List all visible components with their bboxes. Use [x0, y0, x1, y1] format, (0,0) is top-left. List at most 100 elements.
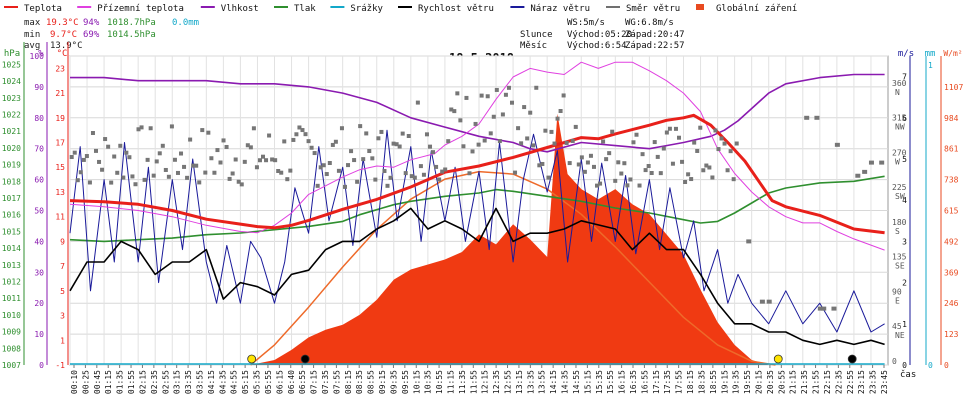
axis-tick-label: 90	[892, 287, 902, 296]
axis-tick-label: 7	[60, 262, 65, 271]
x-tick-label: 09:55	[401, 370, 410, 394]
x-tick-label: 05:35	[253, 370, 262, 394]
wind-direction-point	[673, 126, 678, 131]
axis-tick-label: 984	[944, 114, 959, 123]
wind-direction-point	[628, 177, 633, 182]
wind-direction-point	[358, 124, 363, 129]
wind-direction-point	[115, 170, 120, 175]
axis-tick-label: 369	[944, 268, 959, 277]
wind-direction-point	[391, 141, 396, 146]
wind-direction-point	[506, 85, 511, 90]
legend-swatch	[696, 4, 704, 10]
x-tick-label: 06:15	[275, 370, 284, 394]
wind-direction-point	[522, 105, 527, 110]
wind-direction-point	[601, 139, 606, 144]
axis-tick-label: 1010	[2, 311, 21, 320]
wind-direction-point	[342, 184, 347, 189]
wind-direction-point	[655, 154, 660, 159]
x-tick-label: 15:55	[606, 370, 615, 394]
axis-tick-label: 1024	[2, 77, 21, 86]
axis-tick-label: 360	[892, 79, 907, 88]
wind-direction-point	[458, 118, 463, 123]
wind-direction-point	[242, 159, 247, 164]
x-tick-label: 20:35	[766, 370, 775, 394]
wind-direction-point	[649, 171, 654, 176]
axis-tick-label: 1014	[2, 244, 21, 253]
x-tick-label: 02:55	[161, 370, 170, 394]
axis-tick-label: 1013	[2, 261, 21, 270]
wind-direction-point	[346, 163, 351, 168]
wind-direction-point	[546, 175, 551, 180]
x-tick-label: 17:35	[663, 370, 672, 394]
wind-direction-point	[707, 165, 712, 170]
wind-direction-point	[598, 181, 603, 186]
x-tick-label: 23:45	[880, 370, 889, 394]
axis-tick-label: 7	[902, 73, 907, 82]
axis-tick-label: 315	[892, 114, 907, 123]
x-tick-label: 18:35	[697, 370, 706, 394]
axis-tick-label: E	[895, 296, 900, 305]
x-tick-label: 00:25	[81, 370, 90, 394]
axis-tick-label: 23	[55, 64, 65, 73]
x-tick-label: 04:35	[218, 370, 227, 394]
wind-direction-point	[821, 306, 827, 311]
wind-direction-point	[491, 114, 496, 119]
wind-direction-point	[403, 171, 408, 176]
wind-direction-point	[306, 139, 311, 144]
y-axis-mm: mm 1 0	[925, 49, 936, 370]
wind-direction-point	[418, 164, 423, 169]
x-tick-label: 08:35	[355, 370, 364, 394]
wind-direction-point	[725, 168, 730, 173]
x-tick-label: 05:15	[241, 370, 250, 394]
axis-tick-label: 270	[892, 148, 907, 157]
wind-direction-point	[449, 107, 454, 112]
axis-tick-label: 1012	[2, 277, 21, 286]
wind-direction-point	[558, 109, 563, 114]
wind-direction-point	[728, 149, 733, 154]
stat-min-press: 1014.5hPa	[107, 30, 156, 40]
axis-tick-label: 20	[34, 299, 44, 308]
legend-swatch	[77, 6, 92, 8]
stat-min-label: min	[24, 30, 40, 40]
x-tick-label: 03:55	[195, 370, 204, 394]
wind-direction-point	[145, 157, 150, 162]
x-tick-label: 19:55	[743, 370, 752, 394]
legend-label: Směr větru	[626, 4, 680, 14]
legend: Teplota Přízemní teplota Vlhkost Tlak Srážky…	[4, 4, 797, 14]
wind-direction-point	[179, 151, 184, 156]
legend-item-globalni-zareni: Globální záření	[696, 4, 797, 14]
sun-rise: Východ:05:20	[567, 30, 632, 40]
wind-direction-point	[704, 163, 709, 168]
axis-tick-label: NE	[895, 331, 905, 340]
axis-tick-label: 11	[55, 213, 65, 222]
legend-swatch	[274, 6, 288, 8]
wind-direction-point	[355, 179, 360, 184]
wind-direction-point	[734, 141, 739, 146]
x-tick-label: 03:15	[173, 370, 182, 394]
y-axis-wm2: W/m² 1107 984 861 738 615 492 369 246 123 0	[940, 49, 963, 370]
wind-direction-point	[230, 171, 235, 176]
wind-direction-point	[485, 94, 490, 99]
wind-direction-point	[127, 155, 132, 160]
wind-direction-point	[588, 153, 593, 158]
series-line-naraz-vetru	[69, 129, 885, 333]
wind-direction-point	[424, 132, 429, 137]
wind-direction-point	[564, 140, 569, 145]
axis-unit: W/m²	[943, 49, 962, 58]
wind-direction-point	[97, 159, 102, 164]
x-tick-label: 07:55	[332, 370, 341, 394]
wind-direction-point	[862, 169, 868, 174]
wind-direction-point	[500, 112, 505, 117]
wind-direction-point	[224, 144, 229, 149]
x-tick-label: 01:35	[116, 370, 125, 394]
wind-direction-point	[607, 151, 612, 156]
wind-direction-point	[455, 91, 460, 96]
wind-direction-point	[139, 125, 144, 130]
series-lines	[69, 61, 885, 366]
x-tick-label: 01:15	[104, 370, 113, 394]
axis-tick-label: 1008	[2, 344, 21, 353]
wind-direction-point	[716, 147, 721, 152]
wind-direction-point	[282, 139, 287, 144]
axis-tick-label: 123	[944, 330, 959, 339]
